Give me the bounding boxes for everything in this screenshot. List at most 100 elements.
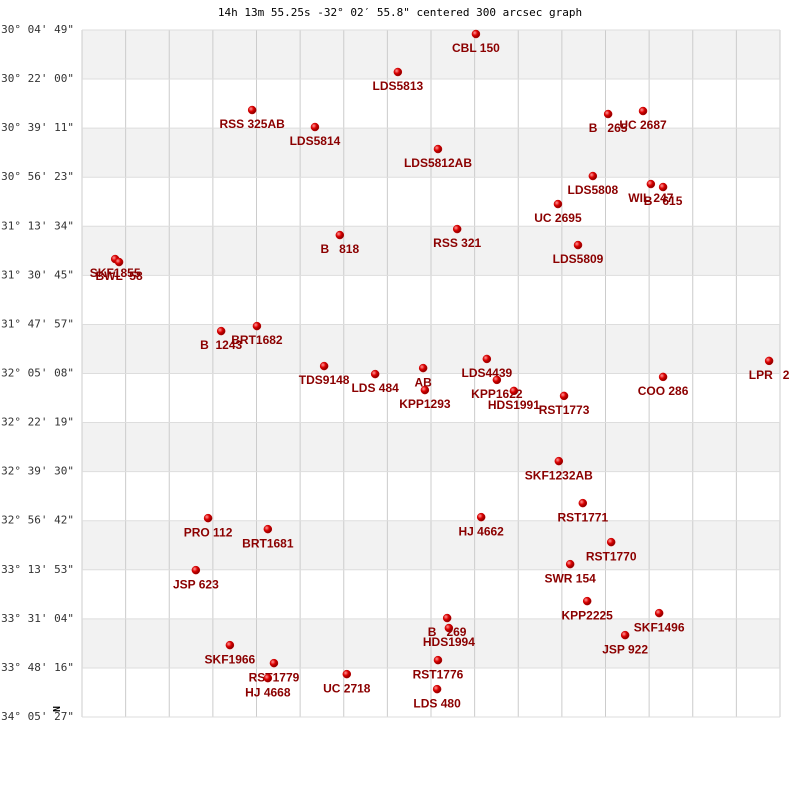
y-tick-label: -34° 05' 27" [0,710,74,723]
star [565,559,575,569]
star [252,321,262,331]
star [114,257,124,267]
y-tick-label: -30° 39' 11" [0,121,74,134]
star [433,144,443,154]
star [553,199,563,209]
star-label: LDS5814 [290,134,341,148]
star [319,361,329,371]
star [606,537,616,547]
star-label: UC 2695 [534,211,582,225]
star-label: HDS1994 [423,635,475,649]
star [432,684,442,694]
star-label: B 265 [589,121,628,135]
star-label: BRT1682 [231,333,283,347]
star [554,456,564,466]
star-label: BRT1681 [242,536,294,550]
star-label: HJ 4668 [245,685,291,699]
y-tick-label: -32° 05' 08" [0,367,74,380]
star-label: B 615 [644,194,683,208]
star-label: UC 2687 [619,118,667,132]
star [578,498,588,508]
star [764,356,774,366]
star-label: WIL 247 [628,191,673,205]
star-label: LDS 480 [413,696,461,710]
star-label: SKF1966 [205,652,256,666]
y-tick-label: -32° 22' 19" [0,416,74,429]
y-tick-label: -33° 31' 04" [0,612,74,625]
star [492,375,502,385]
star-label: RST1773 [539,403,590,417]
star-label: KPP2225 [561,608,613,622]
star-label: BWL 58 [96,269,143,283]
star [582,596,592,606]
star-label: CBL 150 [452,41,500,55]
star-label: COO 286 [638,384,689,398]
star-label: RST1779 [249,670,300,684]
star-label: SKF1855 [90,266,141,280]
star-label: KPP1293 [399,397,451,411]
star [646,179,656,189]
star-label: AB [414,375,432,389]
star [573,240,583,250]
star-label: SWR 154 [544,571,596,585]
star [247,105,257,115]
chart-title: 14h 13m 55.25s -32° 02′ 55.8" centered 3… [218,6,582,19]
y-tick-label: -32° 56' 42" [0,514,74,527]
star [588,171,598,181]
y-tick-label: -30° 56' 23" [0,170,74,183]
star-label: LDS4439 [461,366,512,380]
star [418,363,428,373]
star [420,385,430,395]
star [476,512,486,522]
star [638,106,648,116]
star-label: SKF1232AB [525,468,593,482]
star-label: SKF1496 [634,620,685,634]
star-label: HJ 4662 [458,524,504,538]
star [559,391,569,401]
star [191,565,201,575]
star-label: JSP 922 [602,642,648,656]
y-tick-label: -31° 13' 34" [0,219,74,232]
star-label: JSP 623 [173,577,219,591]
star-label: LDS5808 [567,183,618,197]
star [444,623,454,633]
star [471,29,481,39]
star-label: HDS1991 [488,398,540,412]
star-label: LDS5809 [553,252,604,266]
star [658,182,668,192]
star-label: B 818 [320,242,359,256]
star [509,386,519,396]
star [335,230,345,240]
y-tick-label: -30° 22' 00" [0,72,74,85]
star-label: B 269 [428,625,467,639]
star [225,640,235,650]
y-tick-label: -30° 04' 49" [0,23,74,36]
star [603,109,613,119]
star-label: LDS5813 [372,79,423,93]
y-tick-label: -31° 30' 45" [0,268,74,281]
star-label: RST1776 [413,667,464,681]
star [310,122,320,132]
star [342,669,352,679]
star [452,224,462,234]
star [216,326,226,336]
y-tick-label: -31° 47' 57" [0,317,74,330]
star-label: RST1771 [557,510,608,524]
star [370,369,380,379]
star-label: TDS9148 [299,373,350,387]
star-label: B 1243 [200,338,242,352]
star-label: RSS 325AB [219,117,285,131]
north-label: N [52,706,63,712]
star-label: PRO 112 [184,525,233,539]
y-tick-label: -33° 13' 53" [0,563,74,576]
star [263,524,273,534]
star [482,354,492,364]
star-label: UC 2718 [323,681,371,695]
star-label: RSS 321 [433,236,481,250]
star [263,673,273,683]
star [269,658,279,668]
star [442,613,452,623]
star-label: LDS 484 [351,381,399,395]
y-tick-label: -32° 39' 30" [0,465,74,478]
